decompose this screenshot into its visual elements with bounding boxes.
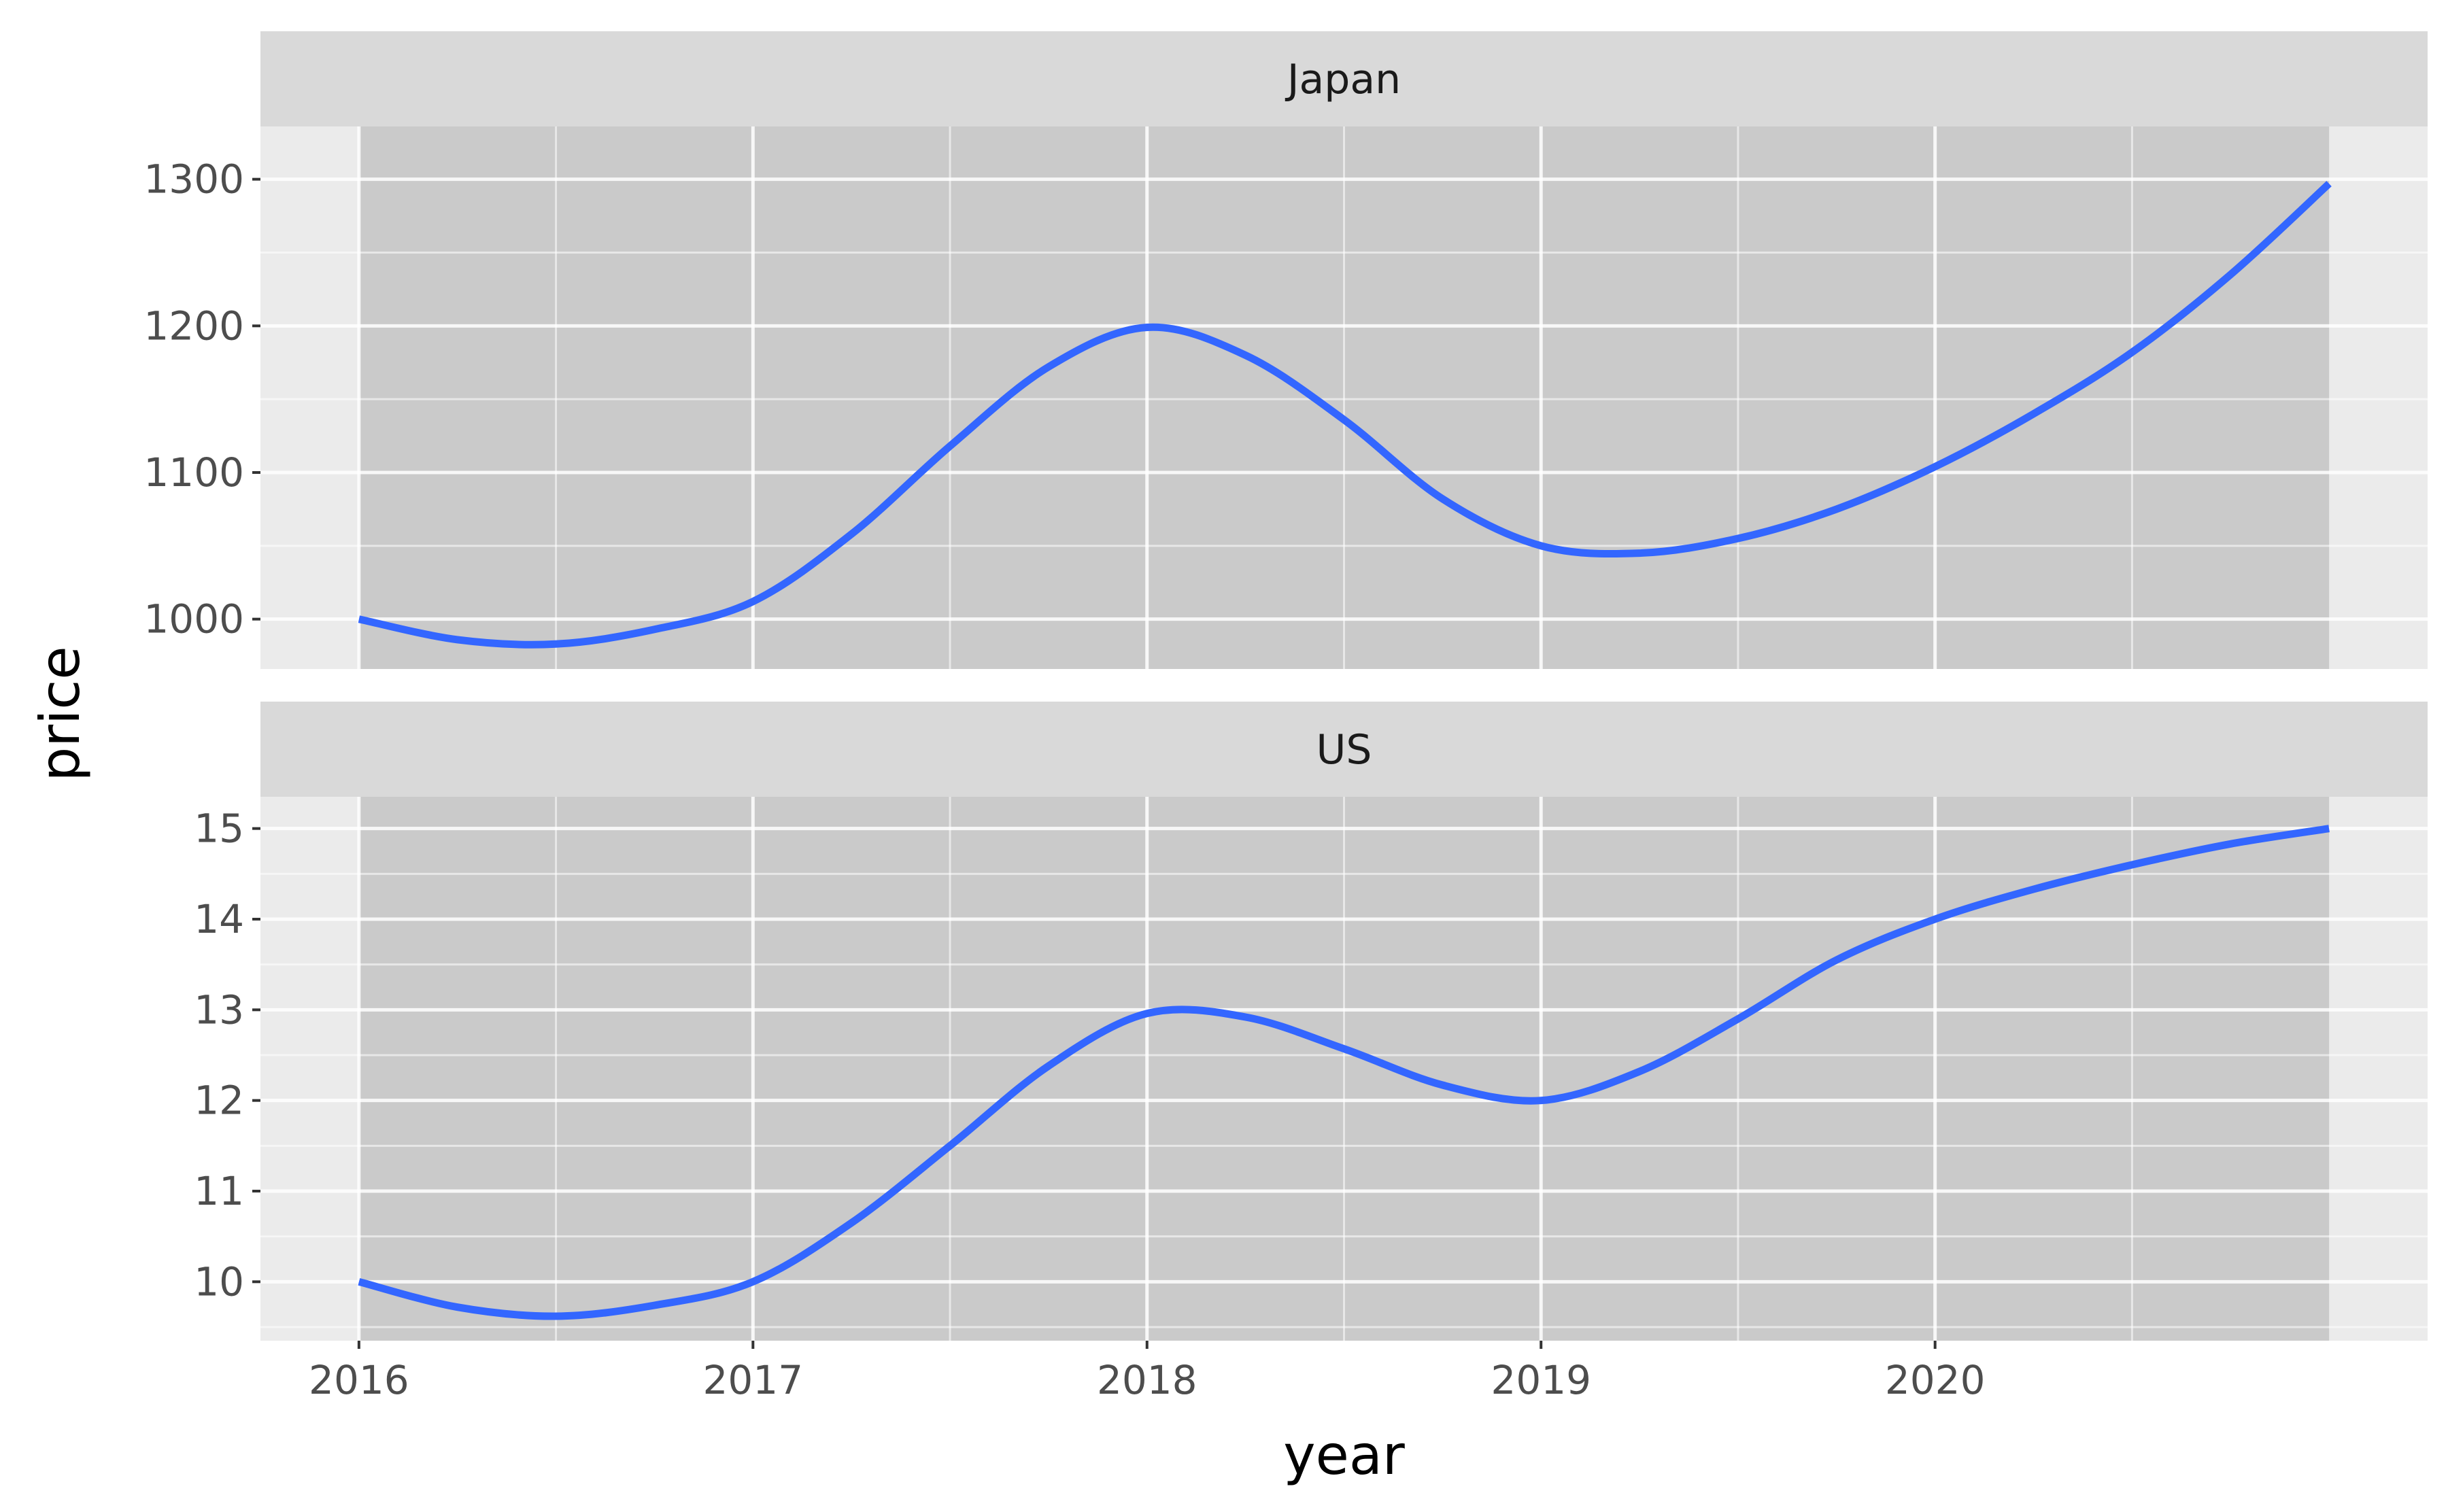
x-tick-label: 2020 [1885,1357,1986,1403]
facet-strip-label: US [1316,726,1372,774]
y-tick-label: 15 [194,806,244,852]
y-tick-label: 10 [194,1258,244,1305]
panels-layer: Japan 1000 1100 1200 1300 US 10 11 12 13 14 15 [143,31,2428,1341]
x-tick-label: 2018 [1097,1357,1197,1403]
facet-panel-us: US 10 11 12 13 14 15 [194,702,2428,1341]
y-tick-label: 12 [194,1078,244,1124]
x-tick-label: 2017 [703,1357,804,1403]
facet-strip [260,702,2428,797]
y-tick-label: 1100 [143,449,244,496]
facet-strip-label: Japan [1285,56,1401,103]
series-line-us [358,825,2330,1320]
y-tick-label: 1000 [143,596,244,642]
x-tick-label: 2016 [309,1357,409,1403]
y-tick-label: 1200 [143,303,244,349]
x-tick-label: 2019 [1491,1357,1591,1403]
y-tick-label: 13 [194,986,244,1033]
facet-panel-japan: Japan 1000 1100 1200 1300 [143,31,2428,669]
facet-strip [260,31,2428,126]
series-line-japan [358,181,2332,649]
x-axis: 2016 2017 2018 2019 2020 [309,1341,1985,1403]
y-axis-title: price [29,646,92,781]
x-axis-title: year [1283,1424,1405,1487]
y-tick-label: 1300 [143,156,244,203]
y-tick-label: 14 [194,896,244,942]
y-tick-label: 11 [194,1168,244,1214]
